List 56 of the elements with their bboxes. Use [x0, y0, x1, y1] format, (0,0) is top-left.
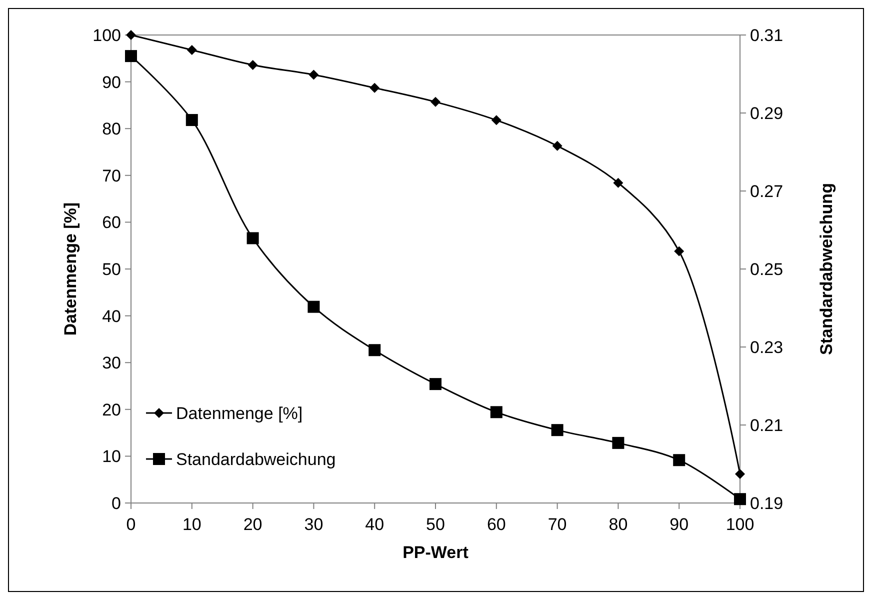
y2-tick-label: 0.27: [750, 182, 784, 201]
point: [368, 344, 381, 356]
point: [734, 493, 746, 506]
y-tick-label: 0: [112, 494, 121, 513]
x-tick-label: 70: [548, 515, 567, 534]
x-tick-label: 100: [726, 515, 754, 534]
y-tick-label: 30: [102, 354, 121, 373]
y-tick-label: 40: [102, 306, 121, 326]
y2-tick-label: 0.23: [750, 338, 784, 357]
point: [490, 406, 502, 418]
y2-axis-title: Standardabweichung: [817, 183, 836, 355]
point: [125, 50, 137, 62]
point: [430, 96, 440, 107]
x-axis-title: PP-Wert: [402, 543, 469, 562]
y2-tick-label: 0.25: [750, 260, 784, 279]
point: [612, 436, 624, 449]
point: [186, 114, 198, 126]
x-tick-label: 50: [426, 515, 445, 534]
x-tick-label: 60: [486, 515, 506, 534]
legend-label: Standardabweichung: [176, 450, 336, 469]
y-tick-label: 90: [102, 72, 121, 92]
point: [370, 82, 380, 93]
y-tick-label: 50: [102, 260, 121, 279]
y2-tick-label: 0.29: [750, 104, 784, 123]
x-tick-label: 40: [365, 515, 384, 534]
y2-tick-label: 0.31: [750, 26, 784, 45]
x-tick-label: 80: [608, 515, 628, 534]
y-tick-label: 20: [102, 400, 121, 420]
point: [246, 232, 259, 244]
point: [491, 115, 502, 126]
legend-label: Datenmenge [%]: [176, 404, 303, 423]
y-tick-label: 60: [102, 213, 121, 232]
point: [308, 300, 320, 313]
y-tick-label: 80: [102, 120, 121, 139]
point: [674, 246, 684, 256]
y-axis-title: Datenmenge [%]: [61, 202, 80, 336]
x-tick-label: 0: [126, 515, 136, 534]
y-tick-label: 70: [102, 166, 121, 186]
y-tick-label: 10: [102, 447, 121, 466]
point: [552, 140, 562, 151]
x-tick-label: 20: [243, 515, 262, 534]
point: [248, 60, 258, 70]
point: [735, 468, 745, 479]
point: [673, 454, 686, 466]
point: [186, 44, 197, 55]
point: [126, 30, 136, 40]
y2-tick-label: 0.19: [750, 494, 784, 513]
x-tick-label: 90: [670, 515, 689, 534]
point: [430, 378, 442, 390]
point: [308, 70, 319, 80]
y2-tick-label: 0.21: [750, 416, 784, 435]
point: [551, 424, 564, 436]
y-tick-label: 100: [92, 26, 121, 45]
point: [613, 178, 624, 188]
x-tick-label: 30: [304, 515, 324, 534]
x-tick-label: 10: [182, 515, 202, 534]
